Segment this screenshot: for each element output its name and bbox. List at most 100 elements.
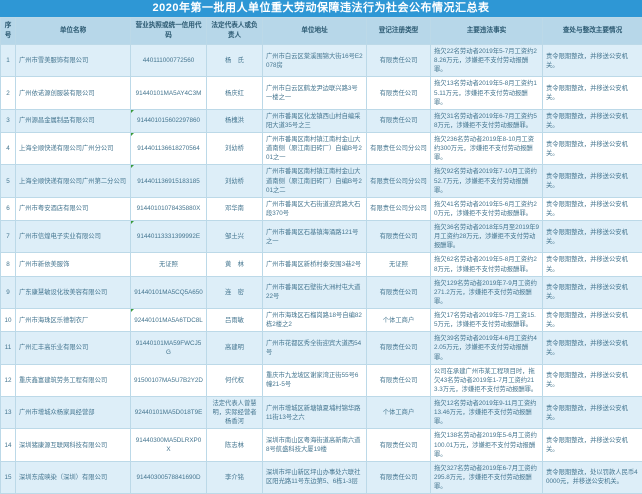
cell-reg_type: 个体工商户 bbox=[367, 397, 431, 429]
cell-violation: 拖欠92名劳动者2019年7-10月工资约52.7万元，涉嫌拒不支付劳动报酬罪。 bbox=[431, 165, 543, 197]
cell-violation: 拖欠129名劳动者2019年7-9月工资约271.2万元，涉嫌拒不支付劳动报酬罪… bbox=[431, 276, 543, 308]
header-row: 序号 单位名称 营业执照或统一信用代码 法定代表人或负责人 单位地址 登记注册类… bbox=[1, 18, 642, 45]
cell-violation: 拖欠327名劳动者2019年6-7月工资约295.8万元，涉嫌拒不支付劳动报酬罪… bbox=[431, 461, 543, 493]
cell-address: 广州市番禺区新桥村泰安围3巷2号 bbox=[263, 253, 367, 276]
cell-legal_rep: 高建明 bbox=[207, 332, 263, 364]
cell-address: 深圳市南山区粤海街道高新南六道8号航盛科技大厦19楼 bbox=[263, 429, 367, 461]
cell-index: 10 bbox=[1, 309, 16, 332]
cell-reg_type: 个体工商户 bbox=[367, 309, 431, 332]
cell-violation: 拖欠36名劳动者2018年5月至2019年9月工资约28万元，涉嫌拒不支付劳动报… bbox=[431, 221, 543, 253]
cell-action: 责令限期整改，并移送公安机关。 bbox=[543, 253, 642, 276]
header-legal-rep: 法定代表人或负责人 bbox=[207, 18, 263, 45]
cell-reg_type: 有限责任公司 bbox=[367, 461, 431, 493]
cell-address: 深圳市坪山新区坪山办事处六联社区阳光路11号东边第5、6栋1-3层 bbox=[263, 461, 367, 493]
cell-violation: 拖欠62名劳动者2019年5-8月工资约28万元，涉嫌拒不支付劳动报酬罪。 bbox=[431, 253, 543, 276]
cell-reg_type: 有限责任公司分公司 bbox=[367, 133, 431, 165]
cell-name: 上海全顺快递有限公司广州分公司 bbox=[16, 133, 131, 165]
cell-name: 广州市新依美服饰 bbox=[16, 253, 131, 276]
cell-reg_type: 有限责任公司 bbox=[367, 45, 431, 77]
cell-address: 重庆市九龙坡区谢家湾正街55号6幢21-5号 bbox=[263, 364, 367, 396]
cell-credit_code: 91500107MA5U7B2Y2D bbox=[131, 364, 207, 396]
cell-action: 责令限期整改，并移送公安机关。 bbox=[543, 397, 642, 429]
cell-credit_code: 914401015602297860 bbox=[131, 109, 207, 132]
cell-address: 广州市花都区秀全街迎宾大道西54号 bbox=[263, 332, 367, 364]
cell-index: 1 bbox=[1, 45, 16, 77]
cell-legal_rep: 李介铭 bbox=[207, 461, 263, 493]
cell-name: 上海全顺快递有限公司广州第二分公司 bbox=[16, 165, 131, 197]
cell-violation: 拖欠138名劳动者2019年5-6月工资约100.01万元，涉嫌拒不支付劳动报酬… bbox=[431, 429, 543, 461]
cell-credit_code: 91440300578841690D bbox=[131, 461, 207, 493]
cell-credit_code: 91440101078435880X bbox=[131, 197, 207, 220]
cell-index: 14 bbox=[1, 429, 16, 461]
cell-action: 责令限期整改，并移送公安机关。 bbox=[543, 77, 642, 109]
header-unit-name: 单位名称 bbox=[16, 18, 131, 45]
cell-legal_rep: 邓华南 bbox=[207, 197, 263, 220]
cell-violation: 拖欠31名劳动者2019年6-7月工资约58万元，涉嫌拒不支付劳动报酬罪。 bbox=[431, 109, 543, 132]
cell-violation: 公司在承建广州市某工程项目时，拖欠43名劳动者2019年1-7月工资约213.3… bbox=[431, 364, 543, 396]
header-credit-code: 营业执照或统一信用代码 bbox=[131, 18, 207, 45]
cell-violation: 拖欠17名劳动者2019年5-7月工资15.5万元，涉嫌拒不支付劳动报酬罪。 bbox=[431, 309, 543, 332]
header-action: 查处与整改主要情况 bbox=[543, 18, 642, 45]
cell-name: 广州市增城众杨家具经营部 bbox=[16, 397, 131, 429]
header-reg-type: 登记注册类型 bbox=[367, 18, 431, 45]
cell-index: 3 bbox=[1, 109, 16, 132]
cell-reg_type: 有限责任公司分公司 bbox=[367, 165, 431, 197]
header-address: 单位地址 bbox=[263, 18, 367, 45]
cell-action: 责令限期整改，并移送公安机关。 bbox=[543, 197, 642, 220]
cell-name: 广州市粤安酒店有限公司 bbox=[16, 197, 131, 220]
cell-action: 责令限期整改，并移送公安机关。 bbox=[543, 332, 642, 364]
cell-legal_rep: 黄 林 bbox=[207, 253, 263, 276]
cell-address: 广州市番禺区南村镇江南村金山大道南侧（原江南旧砖厂）自编B号201之一 bbox=[263, 133, 367, 165]
cell-index: 11 bbox=[1, 332, 16, 364]
cell-credit_code: 91440113331399992E bbox=[131, 221, 207, 253]
cell-reg_type: 有限责任公司 bbox=[367, 364, 431, 396]
cell-address: 广州市白云区棠溪围锦大街16号E2078房 bbox=[263, 45, 367, 77]
cell-index: 15 bbox=[1, 461, 16, 493]
cell-index: 7 bbox=[1, 221, 16, 253]
cell-action: 责令限期整改，处以罚款人民币40000元，并移送公安机关。 bbox=[543, 461, 642, 493]
cell-legal_rep: 刘幼桥 bbox=[207, 165, 263, 197]
cell-credit_code: 91440101MA5AY4C3M bbox=[131, 77, 207, 109]
cell-index: 8 bbox=[1, 253, 16, 276]
cell-legal_rep: 陈志林 bbox=[207, 429, 263, 461]
cell-address: 广州市番禺区南村镇江南村金山大道南侧（原江南旧砖厂）自编B号201之二 bbox=[263, 165, 367, 197]
cell-legal_rep: 法定代表人曾慧明，实际经营者杨香河 bbox=[207, 397, 263, 429]
cell-reg_type: 有限责任公司 bbox=[367, 77, 431, 109]
cell-legal_rep: 连 密 bbox=[207, 276, 263, 308]
cell-name: 广州市雪美服饰有限公司 bbox=[16, 45, 131, 77]
header-violation: 主要违法事实 bbox=[431, 18, 543, 45]
cell-violation: 拖欠41名劳动者2019年5-6月工资约20万元，涉嫌拒不支付劳动报酬罪。 bbox=[431, 197, 543, 220]
cell-action: 责令限期整改，并移送公安机关。 bbox=[543, 309, 642, 332]
cell-name: 广州源昌金属制品有限公司 bbox=[16, 109, 131, 132]
cell-violation: 拖欠236名劳动者2019年8-10月工资约300万元，涉嫌拒不支付劳动报酬罪。 bbox=[431, 133, 543, 165]
cell-name: 广州汇丰高乐业有限公司 bbox=[16, 332, 131, 364]
cell-name: 广东康慧敏设化妆美容有限公司 bbox=[16, 276, 131, 308]
cell-credit_code: 914401136915183185 bbox=[131, 165, 207, 197]
cell-name: 广州依诺源创服装有限公司 bbox=[16, 77, 131, 109]
cell-credit_code: 无证照 bbox=[131, 253, 207, 276]
cell-index: 12 bbox=[1, 364, 16, 396]
cell-address: 广州市海珠区石榴岗路18号自编82栋2楼之2 bbox=[263, 309, 367, 332]
cell-name: 深圳猪康源互联网科技有限公司 bbox=[16, 429, 131, 461]
cell-index: 6 bbox=[1, 197, 16, 220]
cell-action: 责令限期整改，并移送公安机关。 bbox=[543, 276, 642, 308]
cell-index: 2 bbox=[1, 77, 16, 109]
cell-address: 广州市番禺区石基镇海涌路121号之一 bbox=[263, 221, 367, 253]
cell-action: 责令限期整改，并移送公安机关。 bbox=[543, 364, 642, 396]
cell-reg_type: 有限责任公司 bbox=[367, 221, 431, 253]
cell-credit_code: 91440101MA5CQ5A650 bbox=[131, 276, 207, 308]
cell-index: 13 bbox=[1, 397, 16, 429]
